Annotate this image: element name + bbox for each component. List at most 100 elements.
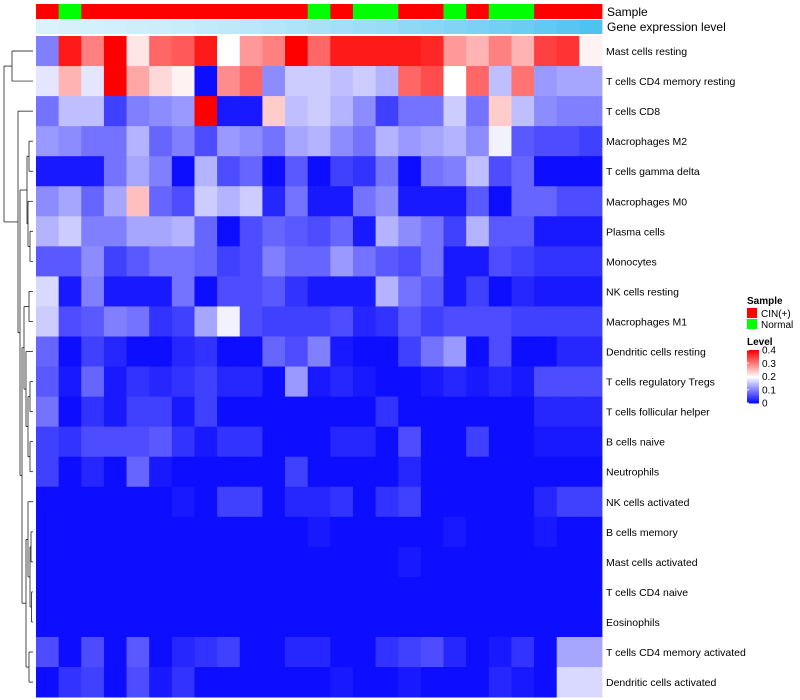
heatmap-cell	[171, 246, 195, 277]
sample-annotation-cell	[171, 4, 195, 19]
heatmap-cell	[149, 606, 173, 638]
heatmap-cell	[171, 637, 195, 668]
heatmap-cell	[488, 276, 512, 307]
heatmap-cell	[194, 456, 218, 488]
heatmap-cell	[81, 576, 105, 608]
legend-gradient-step	[747, 352, 759, 355]
heatmap-cell	[330, 516, 354, 548]
heatmap-cell	[556, 36, 580, 67]
heatmap-cell	[579, 637, 603, 668]
heatmap-cell	[466, 366, 490, 397]
heatmap-cell	[556, 216, 580, 247]
heatmap-cell	[194, 667, 218, 698]
heatmap-cell	[126, 96, 150, 127]
heatmap-cell	[58, 486, 82, 518]
heatmap-cell	[443, 216, 467, 247]
heatmap-cell	[171, 667, 195, 698]
heatmap-cell	[217, 156, 241, 187]
heatmap-cell	[58, 516, 82, 548]
heatmap-cell	[103, 637, 127, 668]
expression-annotation-cell	[420, 20, 444, 34]
expression-annotation-cell	[171, 20, 195, 34]
legend-sample-title: Sample	[747, 296, 783, 307]
heatmap-cell	[352, 306, 376, 337]
heatmap-cell	[307, 66, 331, 97]
expression-annotation-cell	[285, 20, 309, 34]
heatmap-cell	[375, 126, 399, 157]
heatmap-cell	[330, 156, 354, 187]
heatmap-cell	[488, 96, 512, 127]
legend-gradient-step	[747, 381, 759, 384]
heatmap-cell	[36, 186, 60, 217]
heatmap-cell	[262, 426, 286, 458]
heatmap-cell	[307, 576, 331, 608]
heatmap-cell	[330, 276, 354, 307]
expression-annotation-cell	[375, 20, 399, 34]
heatmap-cell	[511, 156, 535, 187]
heatmap-cell	[239, 156, 263, 187]
heatmap-cell	[103, 606, 127, 638]
heatmap-cell	[330, 306, 354, 337]
heatmap-cell	[194, 366, 218, 397]
heatmap-cell	[466, 486, 490, 518]
heatmap-cell	[194, 276, 218, 307]
heatmap-cell	[285, 156, 309, 187]
heatmap-cell	[262, 516, 286, 548]
heatmap-cell	[398, 156, 422, 187]
sample-annotation-cell	[511, 4, 535, 19]
heatmap-cell	[398, 36, 422, 67]
heatmap-cell	[239, 216, 263, 247]
heatmap-cell	[511, 36, 535, 67]
heatmap-cell	[285, 667, 309, 698]
heatmap-cell	[420, 246, 444, 277]
heatmap-cell	[466, 36, 490, 67]
heatmap-cell	[81, 637, 105, 668]
heatmap-cell	[81, 456, 105, 488]
heatmap-cell	[103, 96, 127, 127]
heatmap-cell	[579, 576, 603, 608]
heatmap-cell	[126, 306, 150, 337]
heatmap-cell	[81, 186, 105, 217]
heatmap-cell	[81, 426, 105, 458]
heatmap-cell	[58, 96, 82, 127]
expression-annotation-cell	[466, 20, 490, 34]
heatmap-cell	[398, 546, 422, 578]
legend-gradient-step	[747, 395, 759, 397]
sample-annotation-cell	[285, 4, 309, 19]
heatmap-cell	[511, 667, 535, 698]
heatmap-cell	[375, 246, 399, 277]
heatmap-cell	[420, 606, 444, 638]
heatmap-cell	[239, 516, 263, 548]
heatmap-cell	[398, 426, 422, 458]
heatmap-cell	[103, 36, 127, 67]
heatmap-cell	[443, 516, 467, 548]
heatmap-cell	[103, 306, 127, 337]
legend-gradient-step	[747, 376, 759, 379]
heatmap-cell	[58, 426, 82, 458]
heatmap-cell	[36, 156, 60, 187]
heatmap-cell	[262, 456, 286, 488]
sample-annotation-cell	[149, 4, 173, 19]
legend-gradient-step	[747, 350, 759, 352]
heatmap-cell	[443, 637, 467, 668]
heatmap-cell	[149, 366, 173, 397]
heatmap-cell	[262, 396, 286, 428]
heatmap-cell	[217, 546, 241, 578]
heatmap-cell	[126, 426, 150, 458]
heatmap-cell	[534, 336, 558, 367]
heatmap-cell	[534, 156, 558, 187]
row-label: Macrophages M1	[606, 316, 687, 328]
legend-gradient-step	[747, 401, 759, 404]
heatmap-cell	[171, 66, 195, 97]
heatmap-cell	[171, 36, 195, 67]
heatmap-cell	[58, 276, 82, 307]
heatmap-cell	[488, 637, 512, 668]
heatmap-cell	[579, 246, 603, 277]
heatmap-cell	[171, 456, 195, 488]
expression-annotation-cell	[330, 20, 354, 34]
heatmap-cell	[420, 667, 444, 698]
heatmap-cell	[352, 426, 376, 458]
row-label: Dendritic cells resting	[606, 347, 706, 359]
legend-gradient-step	[747, 351, 759, 354]
heatmap-cell	[375, 156, 399, 187]
